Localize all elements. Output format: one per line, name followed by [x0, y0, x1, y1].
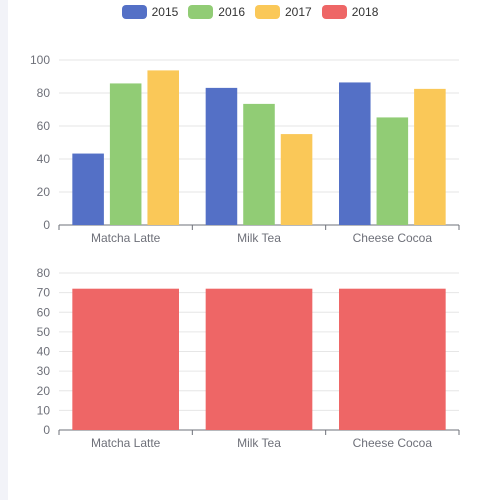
bar-2018-3: [339, 288, 446, 430]
legend-label: 2015: [151, 5, 179, 19]
legend-swatch: [188, 5, 214, 19]
bar-2017-1: [147, 70, 179, 226]
chart-legend: 2015 2016 2017 2018: [0, 3, 500, 21]
bar-2017-3: [414, 88, 446, 225]
y-tick-label: 80: [37, 266, 51, 280]
bar-2015-1: [72, 153, 104, 225]
y-tick-label: 40: [37, 345, 51, 359]
bar-2016-2: [243, 103, 275, 225]
x-tick-label: Milk Tea: [237, 436, 281, 450]
y-tick-label: 0: [43, 218, 50, 232]
x-tick-label: Cheese Cocoa: [353, 231, 433, 245]
bar-2016-1: [109, 83, 142, 226]
x-tick-label: Matcha Latte: [91, 231, 161, 245]
x-tick-label: Milk Tea: [237, 231, 281, 245]
bar-2016-3: [376, 117, 409, 225]
y-tick-label: 20: [37, 185, 51, 199]
y-tick-label: 0: [43, 423, 50, 437]
y-tick-label: 70: [37, 286, 51, 300]
page-left-strip: [0, 0, 8, 500]
y-tick-label: 30: [37, 364, 51, 378]
y-tick-label: 80: [37, 86, 51, 100]
bar-2018-1: [72, 288, 179, 430]
legend-label: 2017: [285, 5, 312, 19]
bar-2015-2: [205, 87, 238, 225]
y-tick-label: 60: [37, 119, 51, 133]
legend-item-2015[interactable]: 2015: [121, 5, 179, 19]
y-tick-label: 60: [37, 305, 51, 319]
y-tick-label: 40: [37, 152, 51, 166]
bar-2015-3: [339, 82, 371, 225]
x-tick-label: Matcha Latte: [91, 436, 161, 450]
y-tick-label: 10: [37, 403, 51, 417]
x-tick-label: Cheese Cocoa: [353, 436, 433, 450]
bar-2018-2: [205, 288, 313, 430]
legend-item-2017[interactable]: 2017: [255, 5, 312, 19]
legend-label: 2018: [351, 5, 379, 19]
y-tick-label: 20: [37, 384, 51, 398]
legend-swatch: [321, 5, 347, 19]
legend-item-2016[interactable]: 2016: [188, 5, 245, 19]
legend-label: 2016: [218, 5, 245, 19]
y-tick-label: 100: [30, 53, 50, 67]
bar-2017-2: [280, 134, 313, 225]
legend-swatch: [121, 5, 147, 19]
legend-item-2018[interactable]: 2018: [321, 5, 379, 19]
legend-swatch: [255, 5, 280, 19]
y-tick-label: 50: [37, 325, 51, 339]
